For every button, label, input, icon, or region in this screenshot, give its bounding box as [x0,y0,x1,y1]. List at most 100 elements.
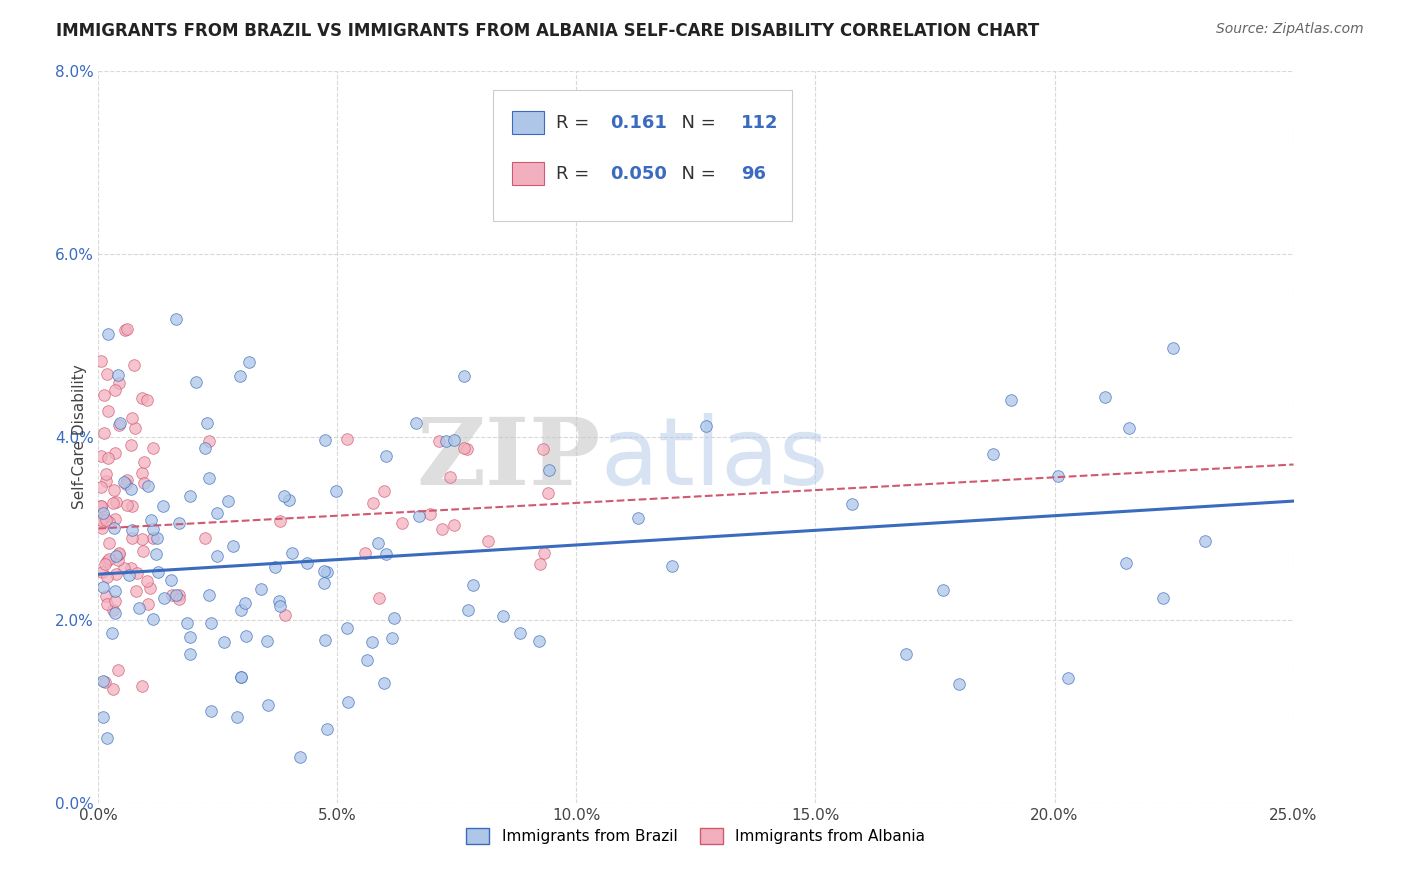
Point [91,521,114,535]
Point [1161,341,1184,355]
Point [537,486,560,500]
Point [132,544,155,558]
Point [264,559,287,574]
Point [434,434,457,449]
Point [278,493,301,508]
Text: Source: ZipAtlas.com: Source: ZipAtlas.com [1216,22,1364,37]
Point [375,450,398,464]
Point [120,482,142,496]
Point [229,369,252,384]
Point [107,368,129,382]
Point [112,561,135,575]
Point [96,570,118,584]
Point [90,499,112,513]
Point [101,682,124,697]
Point [269,514,291,528]
Point [198,588,221,602]
Point [141,513,163,527]
Point [295,556,318,570]
Point [235,629,257,643]
Point [93,675,115,690]
Point [538,463,561,477]
Point [1152,591,1174,606]
Point [131,466,153,480]
Point [104,594,127,608]
Point [373,484,395,499]
Point [179,647,201,661]
Point [120,438,142,452]
Point [527,633,550,648]
Point [427,434,450,449]
Point [104,549,127,563]
Point [145,547,167,561]
Point [136,574,159,589]
Point [453,369,475,384]
Point [894,647,917,661]
Point [250,582,273,597]
Point [312,576,335,591]
Point [103,511,125,525]
Point [231,602,253,616]
Point [361,634,384,648]
Point [381,631,404,645]
Point [97,327,120,342]
Point [314,632,336,647]
Point [124,421,146,435]
Point [456,442,478,456]
Point [91,580,114,594]
Point [91,506,114,520]
Point [91,673,114,688]
Point [90,480,112,494]
Point [93,426,115,441]
Point [382,611,405,625]
Point [121,410,143,425]
Point [101,626,124,640]
Point [142,612,165,626]
Text: N =: N = [669,113,721,131]
Point [257,698,280,712]
Point [194,532,217,546]
Point [94,589,117,603]
Point [146,565,169,579]
Point [127,566,149,580]
Point [98,551,121,566]
Point [439,470,461,484]
Point [443,518,465,533]
Point [195,416,218,430]
Point [90,500,112,515]
Point [169,516,191,530]
Point [391,516,413,530]
Text: atlas: atlas [600,413,828,505]
Point [159,574,181,588]
Point [132,475,155,490]
Text: 0.050: 0.050 [610,165,666,183]
Text: R =: R = [557,165,595,183]
Point [107,376,129,391]
Point [93,510,115,524]
Point [167,588,190,602]
Point [152,499,174,513]
Point [948,677,970,691]
Point [200,615,222,630]
Point [531,442,554,457]
Point [121,499,143,513]
Point [96,597,118,611]
Point [96,368,118,382]
Point [695,419,717,434]
Point [117,473,139,487]
Point [142,442,165,456]
Point [114,323,136,337]
Point [176,615,198,630]
Point [101,496,124,510]
Point [315,566,337,580]
Point [627,511,650,525]
Point [104,607,127,621]
Point [218,493,240,508]
Point [139,582,162,596]
Point [1094,390,1116,404]
Point [529,558,551,572]
Point [368,591,391,606]
Text: ZIP: ZIP [416,414,600,504]
Text: 96: 96 [741,165,766,183]
Point [94,467,117,481]
